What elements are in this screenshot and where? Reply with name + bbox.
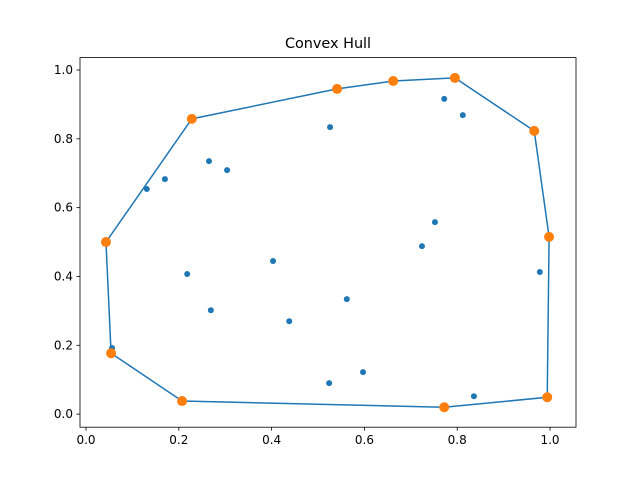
point: [207, 307, 214, 314]
hull-point: [332, 83, 343, 94]
hull-point: [542, 392, 553, 403]
point: [418, 243, 425, 250]
y-tick-label: 1.0: [54, 63, 73, 77]
point: [224, 167, 231, 174]
y-tick-label: 0.6: [54, 201, 73, 215]
point: [343, 296, 350, 303]
plot-frame: [79, 57, 577, 428]
point: [326, 380, 333, 387]
hull-point: [177, 396, 188, 407]
hull-point: [439, 402, 450, 413]
hull-point: [449, 72, 460, 83]
x-tick-label: 0.0: [76, 433, 95, 447]
point: [161, 176, 168, 183]
point: [143, 186, 150, 193]
point: [441, 95, 448, 102]
hull-line: [105, 77, 550, 408]
y-tick-label: 0.0: [54, 407, 73, 421]
point: [360, 369, 367, 376]
hull-point: [106, 348, 117, 359]
x-tick-label: 0.8: [448, 433, 467, 447]
point: [431, 219, 438, 226]
chart-title: Convex Hull: [285, 36, 371, 52]
point: [286, 318, 293, 325]
x-tick-label: 0.6: [355, 433, 374, 447]
hull-point: [544, 231, 555, 242]
y-tick-label: 0.4: [54, 269, 73, 283]
point: [327, 124, 334, 131]
point: [470, 393, 477, 400]
x-tick-label: 1.0: [540, 433, 559, 447]
point: [205, 158, 212, 165]
point: [270, 257, 277, 264]
hull-point: [529, 125, 540, 136]
y-tick-label: 0.8: [54, 132, 73, 146]
point: [184, 271, 191, 278]
point: [459, 112, 466, 119]
x-tick-label: 0.4: [262, 433, 281, 447]
hull-point: [388, 76, 399, 87]
hull-point: [100, 237, 111, 248]
x-tick-label: 0.2: [169, 433, 188, 447]
point: [536, 268, 543, 275]
hull-point: [186, 113, 197, 124]
y-tick-label: 0.2: [54, 338, 73, 352]
